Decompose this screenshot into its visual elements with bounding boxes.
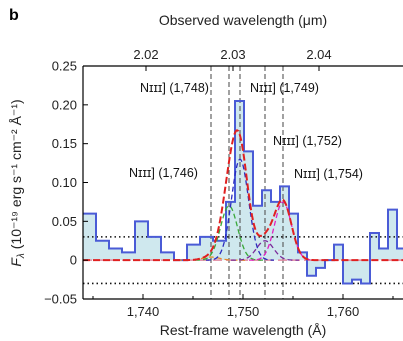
axes-layer: 1,740 1,750 1,760 2.02 2.03 2.04 −0.05 0 0.05 0.1… [44, 47, 403, 319]
y-tick-label-4: 0.15 [52, 136, 77, 151]
top-axis-title: Observed wavelength (μm) [159, 12, 327, 28]
spectrum-step-layer [83, 99, 403, 285]
panel-label: b [9, 7, 19, 24]
fit-component-3 [231, 240, 299, 261]
fit-layer [83, 129, 403, 262]
fit-component-2 [205, 158, 275, 261]
y-title-sub: λ [16, 253, 27, 259]
y-axis-title: Fλ (10⁻¹⁹ erg s⁻¹ cm⁻² Å⁻¹) [8, 99, 27, 266]
x-tick-label-2: 1,760 [327, 304, 360, 319]
line-label-4: Nɪɪɪ] (1,754) [294, 167, 363, 181]
top-tick-label-0: 2.02 [133, 47, 158, 62]
y-tick-label-1: 0 [70, 253, 77, 268]
line-label-2: Nɪɪɪ] (1,749) [250, 81, 319, 95]
annotation-layer: Nɪɪɪ] (1,746) Nɪɪɪ] (1,748) Nɪɪɪ] (1,749) N… [129, 81, 363, 181]
top-tick-label-2: 2.04 [306, 47, 331, 62]
fit-total [83, 129, 403, 262]
x-axis-title: Rest-frame wavelength (Å) [160, 322, 327, 338]
spectrum-fill [83, 100, 403, 284]
top-tick-label-1: 2.03 [220, 47, 245, 62]
y-tick-label-5: 0.20 [52, 97, 77, 112]
y-tick-label-0: −0.05 [44, 292, 77, 307]
x-tick-label-1: 1,750 [227, 304, 260, 319]
line-label-1: Nɪɪɪ] (1,748) [140, 81, 209, 95]
y-tick-label-2: 0.05 [52, 214, 77, 229]
spectrum-step [83, 99, 403, 285]
line-label-3: Nɪɪɪ] (1,752) [273, 134, 342, 148]
y-title-unit: (10⁻¹⁹ erg s⁻¹ cm⁻² Å⁻¹) [8, 99, 24, 253]
y-tick-label-6: 0.25 [52, 59, 77, 74]
spectrum-fill-layer [83, 100, 403, 284]
fit-component-1 [194, 205, 264, 261]
y-tick-label-3: 0.10 [52, 175, 77, 190]
line-label-0: Nɪɪɪ] (1,746) [129, 166, 198, 180]
y-title-main: F [8, 257, 24, 267]
x-tick-label-0: 1,740 [127, 304, 160, 319]
